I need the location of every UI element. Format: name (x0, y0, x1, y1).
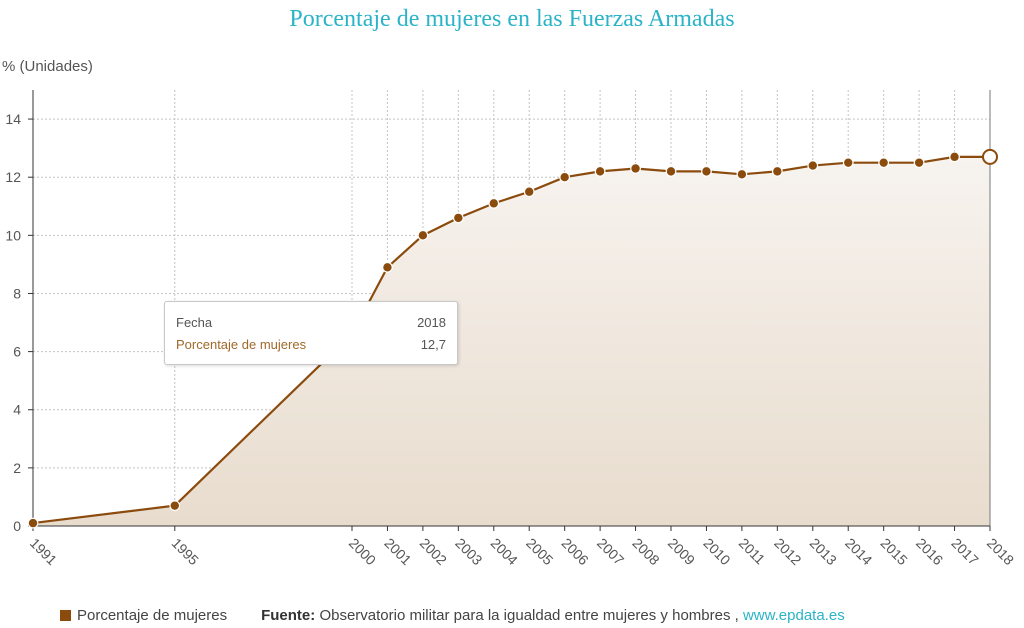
x-tick-labels: 1991 1995 2000 2001 2002 2003 2004 2005 2006 2007… (27, 535, 1017, 568)
data-point-2006[interactable] (559, 171, 571, 183)
tooltip-series-value: 12,7 (420, 337, 446, 352)
data-point-2012[interactable] (771, 165, 783, 177)
x-tick-label-2010: 2010 (700, 535, 733, 568)
legend-swatch[interactable] (60, 610, 71, 621)
y-tick-label-0: 0 (13, 518, 21, 534)
y-tick-labels: 0 2 4 6 8 10 12 14 (5, 111, 21, 534)
data-point-2016[interactable] (913, 157, 925, 169)
series-points (27, 148, 998, 529)
x-tick-label-2014: 2014 (842, 535, 875, 568)
series-area-fill (33, 156, 990, 526)
tooltip-series-row: Porcentaje de mujeres 12,7 (176, 337, 446, 352)
x-tick-label-2008: 2008 (629, 535, 662, 568)
x-tick-label-2003: 2003 (452, 535, 485, 568)
x-tick-label-2001: 2001 (381, 535, 414, 568)
data-point-2018[interactable] (982, 148, 998, 165)
data-point-2011[interactable] (736, 168, 748, 180)
x-tick-label-2004: 2004 (488, 535, 521, 568)
tooltip-series-label: Porcentaje de mujeres (176, 337, 307, 352)
data-point-2008[interactable] (630, 163, 641, 174)
source-label: Fuente: (261, 607, 316, 624)
x-tick-label-2002: 2002 (417, 535, 450, 568)
data-point-2005[interactable] (523, 186, 535, 198)
x-tick-label-2013: 2013 (807, 535, 840, 568)
data-tooltip: Fecha 2018 Porcentaje de mujeres 12,7 (164, 301, 458, 365)
tooltip-date-label: Fecha (176, 315, 213, 330)
x-tick-label-2005: 2005 (523, 535, 556, 568)
y-tick-label-8: 8 (13, 285, 21, 301)
y-tick-label-14: 14 (5, 111, 21, 127)
tooltip-date-value: 2018 (417, 315, 446, 330)
y-axis-label: % (Unidades) (2, 58, 93, 75)
x-tick-label-2012: 2012 (771, 535, 804, 568)
data-point-2017[interactable] (949, 151, 960, 163)
y-tick-label-12: 12 (5, 169, 21, 185)
data-point-1995[interactable] (169, 500, 181, 512)
data-point-2003[interactable] (452, 212, 464, 224)
y-tick-label-10: 10 (5, 227, 21, 243)
data-point-2014[interactable] (842, 157, 854, 169)
chart-footer: Porcentaje de mujeres Fuente: Observatori… (60, 607, 845, 624)
tooltip-date-row: Fecha 2018 (176, 315, 446, 330)
x-tick-label-1991: 1991 (27, 535, 60, 568)
x-tick-label-2011: 2011 (736, 535, 769, 568)
x-tick-label-2018: 2018 (984, 535, 1017, 568)
x-tick-label-2009: 2009 (665, 535, 698, 568)
data-point-1991[interactable] (27, 517, 39, 529)
x-tick-label-2015: 2015 (878, 535, 911, 568)
data-point-2002[interactable] (417, 229, 429, 241)
data-point-2015[interactable] (878, 157, 890, 169)
data-point-2013[interactable] (807, 160, 819, 171)
y-tick-label-2: 2 (13, 460, 21, 476)
x-tick-label-2017: 2017 (948, 535, 981, 568)
x-tick-label-2006: 2006 (559, 535, 592, 568)
source-text: Observatorio militar para la igualdad en… (319, 607, 739, 624)
y-tick-label-4: 4 (13, 402, 21, 418)
chart-title: Porcentaje de mujeres en las Fuerzas Arm… (289, 6, 735, 32)
x-tick-label-2016: 2016 (913, 535, 946, 568)
source-link[interactable]: www.epdata.es (742, 607, 845, 624)
y-tick-label-6: 6 (13, 344, 21, 360)
x-tick-label-1995: 1995 (169, 535, 202, 568)
legend-item-label[interactable]: Porcentaje de mujeres (77, 607, 228, 624)
series-area (33, 156, 990, 526)
data-point-2009[interactable] (665, 165, 677, 177)
data-point-2007[interactable] (594, 165, 606, 177)
data-point-2001[interactable] (382, 261, 393, 273)
x-tick-label-2007: 2007 (594, 535, 627, 568)
data-point-2004[interactable] (488, 197, 500, 209)
data-point-2010[interactable] (701, 165, 712, 177)
x-tick-label-2000: 2000 (346, 535, 379, 568)
